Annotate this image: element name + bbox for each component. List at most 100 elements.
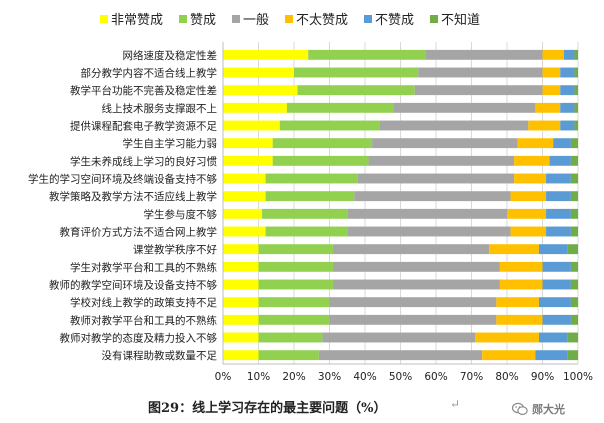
legend: 非常赞成 赞成 一般 不太赞成 不赞成 不知道 [100, 12, 480, 28]
bar-segment [567, 332, 578, 343]
bar-segment [570, 297, 578, 308]
x-tick-label: 50% [389, 371, 412, 383]
bar-segment [546, 191, 571, 202]
watermark: 郧大光 [511, 398, 565, 420]
bar-segment [368, 155, 515, 166]
bar-segment [510, 191, 547, 202]
x-tick-label: 100% [563, 371, 593, 383]
bar-row [223, 120, 578, 131]
bar-segment [223, 85, 298, 96]
bar-segment [308, 49, 426, 60]
bar-segment [538, 297, 571, 308]
bar-segment [538, 244, 568, 255]
bar-segment [258, 261, 334, 272]
legend-item: 赞成 [179, 13, 216, 28]
bar-segment [223, 314, 259, 325]
bar-segment [223, 102, 287, 113]
bar-segment [258, 314, 330, 325]
bar-segment [560, 85, 575, 96]
x-tick-label: 90% [531, 371, 554, 383]
category-label: 线上技术服务支撑跟不上 [102, 102, 218, 115]
bar-segment [574, 102, 578, 113]
bar-segment [496, 314, 543, 325]
bar-row [223, 208, 578, 219]
bar-segment [354, 191, 511, 202]
bar-segment [574, 85, 578, 96]
bar-segment [265, 226, 348, 237]
category-label: 学生未养成线上学习的良好习惯 [70, 155, 217, 168]
category-label: 网络速度及稳定性差 [123, 49, 218, 62]
bar-segment [258, 279, 334, 290]
bar-segment [542, 85, 561, 96]
bar-segment [570, 208, 578, 219]
bar-segment [379, 120, 529, 131]
bar-segment [535, 102, 561, 113]
category-label: 部分教学内容不适合线上教学 [81, 67, 218, 80]
stacked-bar-chart: 非常赞成 赞成 一般 不太赞成 不赞成 不知道网络速度及稳定性差部分教学内容不适合线上教学… [28, 12, 593, 383]
legend-label: 不太赞成 [296, 13, 348, 28]
bars [223, 49, 578, 361]
bar-segment [258, 350, 319, 361]
legend-swatch [430, 15, 438, 23]
bar-segment [570, 314, 578, 325]
bar-segment [357, 173, 515, 184]
bar-segment [517, 138, 554, 149]
wechat-icon [511, 402, 528, 416]
bar-segment [223, 49, 309, 60]
bar-segment [560, 120, 575, 131]
bar-segment [262, 208, 348, 219]
legend-label: 非常赞成 [111, 13, 163, 28]
bar-segment [393, 102, 536, 113]
bar-segment [528, 120, 561, 131]
category-label: 提供课程配套电子教学资源不足 [70, 120, 217, 133]
x-tick-label: 80% [495, 371, 518, 383]
bar-segment [549, 155, 571, 166]
bar-segment [570, 191, 578, 202]
bar-segment [414, 85, 543, 96]
bar-segment [258, 332, 323, 343]
bar-row [223, 138, 578, 149]
bar-segment [538, 332, 568, 343]
category-label: 没有课程助教或数量不足 [102, 349, 218, 362]
bar-segment [223, 173, 266, 184]
bar-segment [333, 244, 490, 255]
bar-segment [418, 67, 543, 78]
bar-segment [272, 138, 373, 149]
bar-segment [482, 350, 536, 361]
bar-segment [542, 314, 571, 325]
bar-segment [318, 350, 483, 361]
bar-segment [489, 244, 539, 255]
bar-row [223, 332, 578, 343]
bar-segment [514, 173, 547, 184]
bar-segment [475, 332, 539, 343]
bar-segment [546, 173, 571, 184]
bar-row [223, 279, 578, 290]
x-tick-label: 0% [215, 371, 232, 383]
bar-segment [535, 350, 568, 361]
bar-row [223, 49, 578, 60]
bar-row [223, 173, 578, 184]
bar-segment [223, 226, 266, 237]
legend-swatch [364, 15, 372, 23]
bar-segment [542, 279, 571, 290]
bar-row [223, 297, 578, 308]
bar-row [223, 155, 578, 166]
bar-segment [567, 350, 578, 361]
bar-segment [553, 138, 571, 149]
bar-segment [570, 279, 578, 290]
bar-segment [560, 102, 575, 113]
x-tick-label: 60% [424, 371, 447, 383]
bar-segment [499, 279, 543, 290]
bar-segment [223, 297, 259, 308]
category-label: 教学平台功能不完善及稳定性差 [70, 84, 217, 97]
bar-segment [223, 155, 273, 166]
bar-segment [286, 102, 394, 113]
bar-segment [563, 49, 575, 60]
bar-segment [514, 155, 550, 166]
bar-segment [570, 261, 578, 272]
bar-segment [329, 314, 497, 325]
bar-segment [570, 138, 578, 149]
bar-segment [223, 67, 294, 78]
bar-segment [223, 138, 273, 149]
